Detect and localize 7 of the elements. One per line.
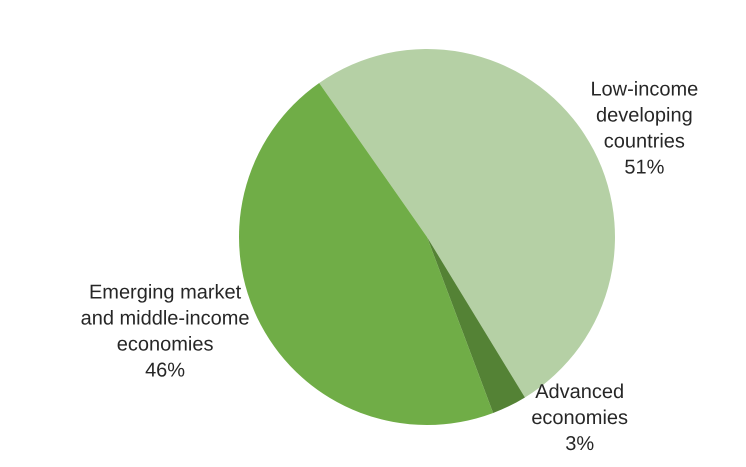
slice-label: Emerging market and middle-income economies bbox=[80, 281, 250, 356]
pie-slice bbox=[427, 237, 525, 413]
data-label: 46% bbox=[145, 359, 186, 382]
data-label: 51% bbox=[624, 156, 665, 178]
slice-label: Low-income developing countries bbox=[590, 78, 698, 152]
data-label: 3% bbox=[565, 432, 594, 455]
slice-label: Advanced economies bbox=[531, 380, 628, 429]
